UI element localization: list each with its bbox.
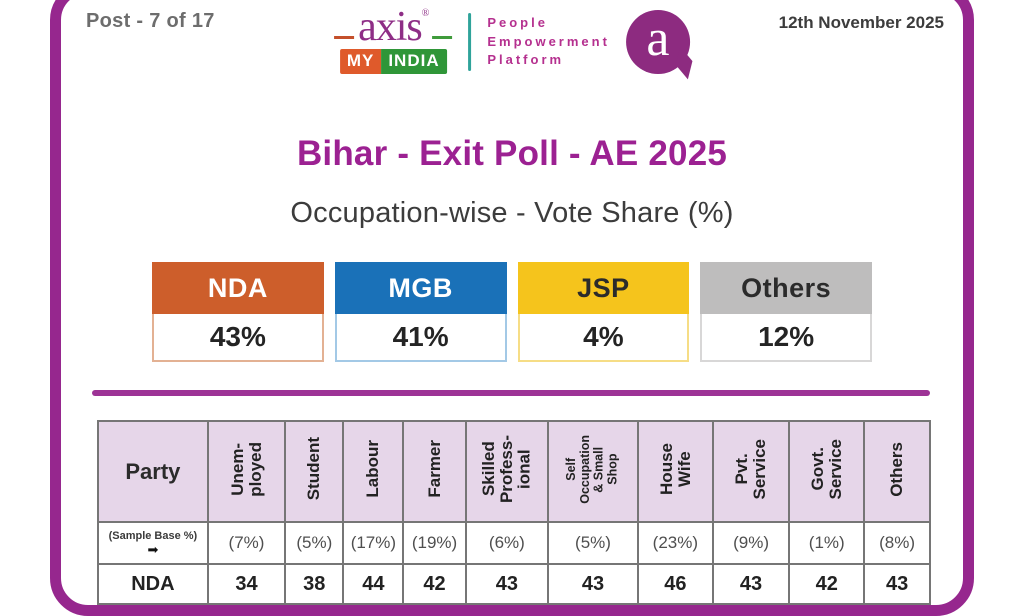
column-header-pvt-service: Pvt. Service [711, 420, 791, 523]
vote-share-card-others: Others 12% [700, 262, 872, 362]
column-header-house-wife: House Wife [636, 420, 714, 523]
section-divider [92, 390, 930, 396]
vote-share-card-nda: NDA 43% [152, 262, 324, 362]
occupation-vote-share-table: Party Unem- ployed Student Labour Farmer… [97, 420, 931, 605]
post-counter: Post - 7 of 17 [86, 10, 215, 32]
sample-base-value: (23%) [636, 521, 714, 565]
vote-share-value: 41% [334, 314, 507, 362]
tagline-line: Platform [487, 52, 565, 68]
column-header-others: Others [863, 420, 931, 523]
column-header-labour: Labour [342, 420, 405, 523]
column-header-farmer: Farmer [402, 420, 467, 523]
vote-share-value: 43% [152, 314, 324, 362]
logo-tagline: People Empowerment Platform [487, 14, 610, 69]
axis-underline-left [334, 36, 355, 40]
party-label: JSP [517, 262, 690, 314]
india-box: INDIA [381, 49, 447, 74]
sample-base-value: (5%) [547, 521, 639, 565]
table-header-row: Party Unem- ployed Student Labour Farmer… [97, 420, 931, 523]
vote-cell: 43 [863, 563, 931, 605]
tagline-line: Empowerment [487, 33, 610, 49]
page-title: Bihar - Exit Poll - AE 2025 [296, 134, 728, 173]
column-header-unemployed: Unem- ployed [206, 420, 287, 523]
party-label: MGB [334, 262, 507, 314]
sample-base-row: (Sample Base %) ➡ (7%) (5%) (17%) (19%) … [97, 521, 931, 565]
table-row-nda: NDA 34 38 44 42 43 43 46 43 42 43 [97, 563, 931, 605]
party-label: NDA [152, 262, 324, 314]
party-label: Others [700, 262, 872, 314]
sample-base-value: (17%) [342, 521, 405, 565]
vote-share-value: 12% [700, 314, 872, 362]
column-header-self-occupation: Self Occupation & Small Shop [547, 420, 639, 523]
vote-cell: 43 [547, 563, 639, 605]
row-party-label: NDA [97, 563, 209, 605]
column-header-govt-service: Govt. Service [788, 420, 866, 523]
date-label: 12th November 2025 [778, 13, 944, 32]
my-box: MY [339, 49, 382, 74]
column-header-student: Student [284, 420, 345, 523]
vote-cell: 44 [342, 563, 405, 605]
vote-cell: 42 [402, 563, 467, 605]
sample-base-value: (7%) [206, 521, 287, 565]
registered-mark-icon: ® [421, 8, 430, 20]
bubble-letter: a [646, 10, 670, 67]
axis-my-india-logo: axis® MY INDIA People Empowerment Platfo… [334, 4, 693, 80]
column-header-skilled-professional: Skilled Profess- ional [464, 420, 550, 523]
right-arrow-icon: ➡ [147, 541, 159, 557]
vote-cell: 42 [788, 563, 866, 605]
sample-base-value: (8%) [863, 521, 931, 565]
sample-base-value: (6%) [464, 521, 550, 565]
vote-cell: 38 [284, 563, 345, 605]
tagline-line: People [487, 14, 548, 30]
vote-cell: 43 [711, 563, 791, 605]
vote-cell: 34 [206, 563, 287, 605]
sample-base-value: (9%) [711, 521, 791, 565]
vote-share-value: 4% [517, 314, 690, 362]
column-header-party: Party [97, 420, 209, 523]
axis-underline-right [432, 36, 453, 40]
vote-share-summary: NDA 43% MGB 41% JSP 4% Others 12% [152, 262, 872, 362]
sample-base-label-cell: (Sample Base %) ➡ [97, 521, 209, 565]
page-subtitle: Occupation-wise - Vote Share (%) [290, 197, 734, 229]
sample-base-value: (19%) [402, 521, 467, 565]
logo-divider [468, 13, 472, 71]
axis-brand-text: axis® [358, 4, 430, 51]
sample-base-value: (1%) [788, 521, 866, 565]
axis-wordmark: axis® MY INDIA [334, 4, 453, 74]
vote-share-card-jsp: JSP 4% [517, 262, 690, 362]
vote-cell: 46 [636, 563, 714, 605]
axis-speech-bubble-icon: a [625, 10, 693, 80]
vote-cell: 43 [464, 563, 550, 605]
sample-base-value: (5%) [284, 521, 345, 565]
vote-share-card-mgb: MGB 41% [334, 262, 507, 362]
bubble-tail-icon [675, 46, 693, 80]
